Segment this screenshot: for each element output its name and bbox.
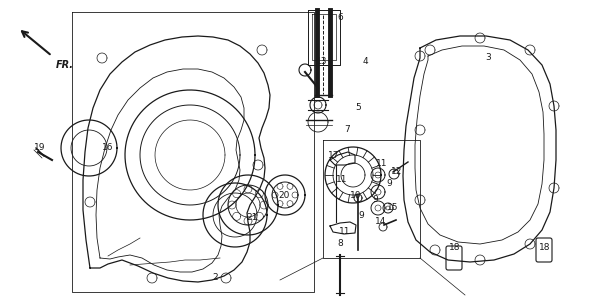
Text: 19: 19 bbox=[34, 144, 46, 153]
Text: 9: 9 bbox=[358, 210, 364, 219]
Text: 15: 15 bbox=[387, 203, 399, 213]
Text: 11: 11 bbox=[336, 175, 348, 185]
Text: 17: 17 bbox=[328, 150, 340, 160]
Text: 6: 6 bbox=[337, 14, 343, 23]
Text: 21: 21 bbox=[246, 213, 258, 222]
Text: 18: 18 bbox=[539, 243, 550, 252]
Text: 3: 3 bbox=[485, 54, 491, 63]
Text: 9: 9 bbox=[372, 196, 378, 204]
Text: 11: 11 bbox=[376, 159, 388, 167]
Text: 20: 20 bbox=[278, 191, 290, 200]
Text: 18: 18 bbox=[449, 243, 461, 252]
Text: 14: 14 bbox=[375, 218, 386, 226]
Text: 11: 11 bbox=[339, 228, 350, 237]
Text: 4: 4 bbox=[362, 57, 368, 67]
Text: 8: 8 bbox=[337, 240, 343, 249]
Text: 7: 7 bbox=[344, 126, 350, 135]
Text: 13: 13 bbox=[316, 57, 328, 67]
Text: FR.: FR. bbox=[56, 60, 74, 70]
Text: 9: 9 bbox=[386, 178, 392, 188]
Text: 12: 12 bbox=[391, 167, 403, 176]
Text: 16: 16 bbox=[102, 144, 114, 153]
Text: 5: 5 bbox=[355, 104, 361, 113]
Text: 2: 2 bbox=[212, 274, 218, 283]
Text: 10: 10 bbox=[350, 191, 362, 200]
